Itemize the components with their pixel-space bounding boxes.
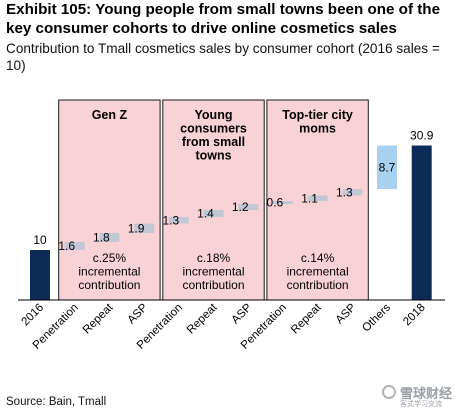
x-tick-label-2: Repeat: [81, 301, 116, 336]
x-tick-label-6: ASP: [230, 301, 255, 326]
x-tick-label-10: Others: [360, 301, 393, 334]
bar-others-10: [377, 145, 397, 189]
bar-repeat-2: [99, 233, 120, 242]
group-name-2: from small: [182, 135, 245, 149]
bar-penetration-1: [64, 242, 85, 250]
data-label-4: 1.3: [162, 213, 179, 227]
group-note-3: c.14%: [301, 251, 335, 265]
data-label-6: 1.2: [232, 200, 249, 214]
bar-repeat-8: [307, 195, 328, 201]
group-note-2: c.18%: [197, 251, 231, 265]
bar-repeat-5: [203, 210, 224, 217]
group-note-1: c.25%: [93, 251, 127, 265]
group-note-1: incremental: [78, 265, 140, 279]
group-name-1: Gen Z: [92, 108, 128, 122]
bar-asp-6: [238, 204, 259, 210]
group-note-2: incremental: [182, 265, 244, 279]
group-note-1: contribution: [78, 278, 140, 292]
data-label-3: 1.9: [128, 221, 145, 235]
bar-penetration-7: [272, 201, 293, 204]
data-label-2: 1.8: [93, 231, 110, 245]
data-label-1: 1.6: [58, 239, 75, 253]
group-note-3: contribution: [287, 278, 349, 292]
group-name-2: Young: [195, 108, 233, 122]
data-label-10: 8.7: [379, 160, 396, 174]
x-tick-label-5: Repeat: [185, 301, 220, 336]
group-name-2: consumers: [180, 122, 247, 136]
x-tick-label-11: 2018: [401, 302, 428, 329]
group-box-1: [58, 99, 161, 301]
data-label-0: 10: [33, 233, 47, 247]
group-name-2: towns: [195, 149, 231, 163]
group-box-2: [162, 99, 265, 301]
chart-title: Exhibit 105: Young people from small tow…: [6, 1, 441, 37]
bar-penetration-4: [168, 217, 189, 224]
group-note-2: contribution: [182, 278, 244, 292]
watermark-subtext: 客式学习交流: [400, 401, 442, 408]
x-tick-label-3: ASP: [125, 301, 150, 326]
bar-2018-11: [411, 145, 432, 300]
group-name-3: Top-tier city: [282, 108, 353, 122]
x-tick-label-9: ASP: [334, 301, 359, 326]
source-note: Source: Bain, Tmall: [6, 396, 107, 408]
watermark-logo-icon: [382, 385, 396, 399]
data-label-7: 0.6: [267, 196, 284, 210]
data-label-5: 1.4: [197, 207, 214, 221]
watermark: 雪球财经 客式学习交流: [382, 383, 452, 413]
chart-subtitle: Contribution to Tmall cosmetics sales by…: [6, 41, 440, 73]
group-note-3: incremental: [287, 265, 349, 279]
x-tick-label-8: Repeat: [289, 301, 324, 336]
bar-2016-0: [30, 250, 50, 300]
bar-asp-3: [134, 223, 155, 233]
watermark-text: 雪球财经: [400, 386, 453, 401]
data-label-11: 30.9: [410, 129, 434, 143]
bar-asp-9: [342, 189, 363, 196]
data-label-9: 1.3: [336, 185, 353, 199]
group-name-3: moms: [299, 122, 336, 136]
data-label-8: 1.1: [301, 191, 318, 205]
x-tick-label-0: 2016: [20, 302, 47, 329]
